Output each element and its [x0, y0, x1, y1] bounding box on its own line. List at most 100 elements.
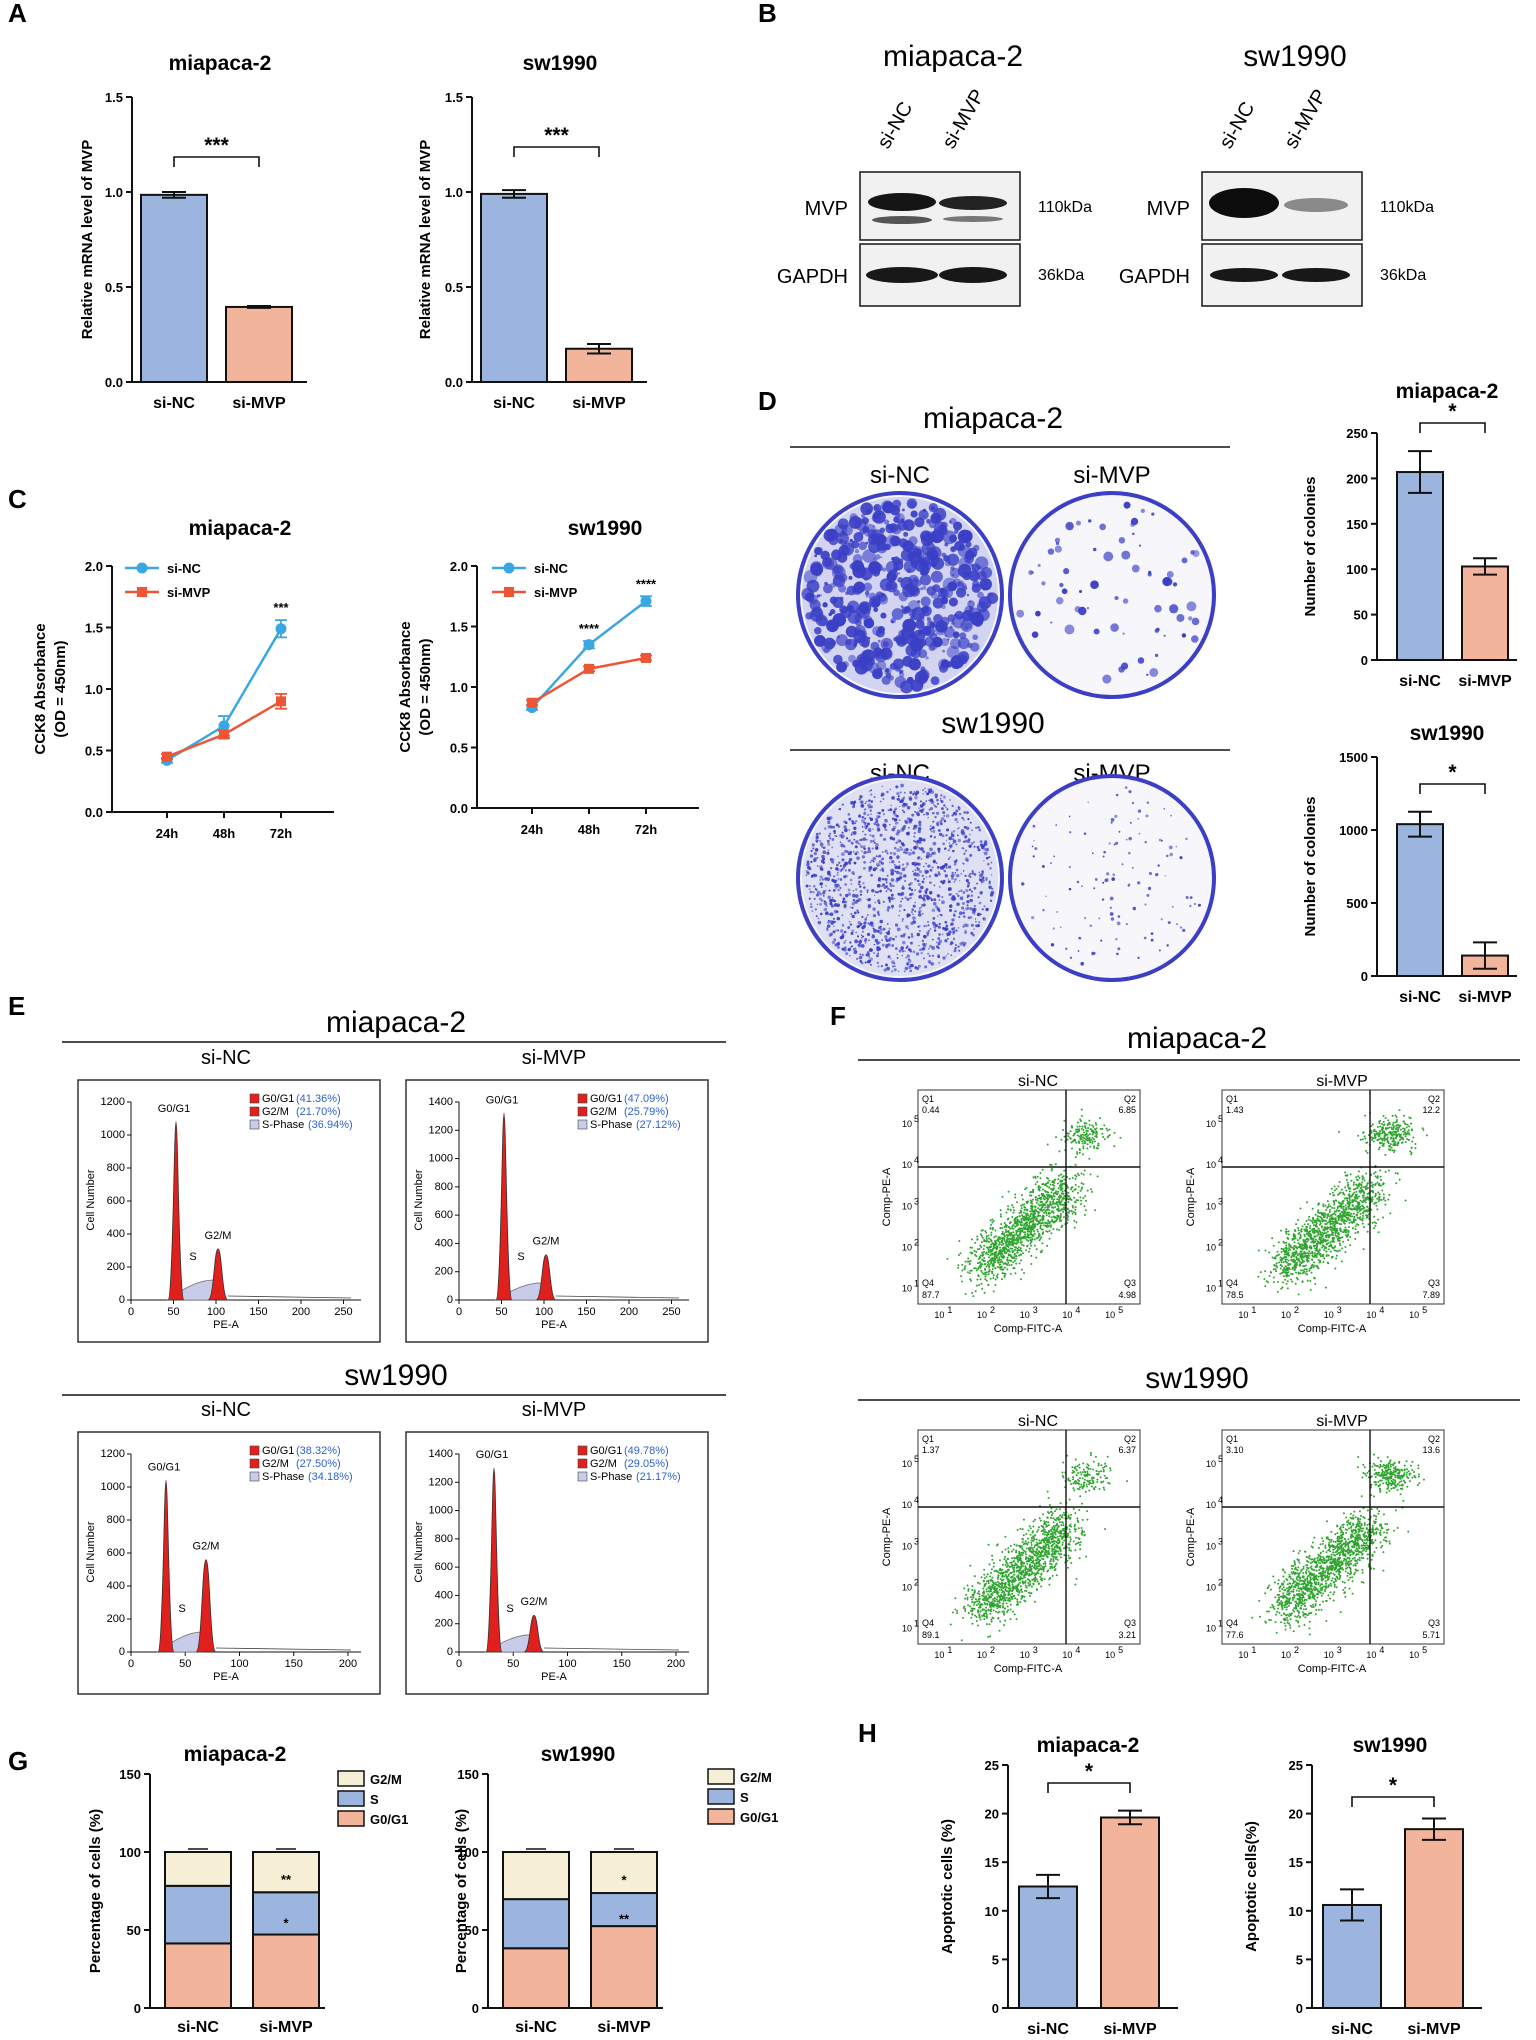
colony	[910, 933, 914, 936]
y-tick-label: 600	[435, 1209, 453, 1221]
colony	[884, 828, 887, 831]
peak-label: G2/M	[205, 1230, 232, 1242]
colony	[823, 827, 827, 830]
colony	[931, 852, 934, 855]
colony	[1137, 809, 1142, 813]
dot	[1322, 1205, 1325, 1208]
colony	[928, 853, 933, 858]
dot	[1074, 1174, 1077, 1177]
colony	[1016, 609, 1025, 618]
colony	[1185, 895, 1189, 900]
dot	[1046, 1181, 1049, 1184]
dot	[1047, 1224, 1050, 1227]
colony	[922, 912, 924, 915]
y-tick-label: 2.0	[85, 559, 103, 574]
x-tick-exp: 5	[1422, 1305, 1427, 1315]
colony	[958, 809, 961, 811]
dot	[1069, 1137, 1072, 1140]
colony	[879, 869, 882, 872]
dot	[1010, 1263, 1013, 1266]
dot	[1014, 1239, 1017, 1242]
colony	[890, 505, 897, 512]
dot	[1039, 1225, 1042, 1228]
dot	[995, 1235, 998, 1238]
colony	[921, 903, 924, 907]
colony	[982, 844, 986, 847]
dot	[1019, 1209, 1022, 1212]
colony	[908, 887, 912, 890]
dot	[999, 1209, 1002, 1212]
colony	[901, 797, 905, 801]
colony	[956, 827, 959, 830]
colony	[879, 879, 882, 882]
dot	[969, 1251, 972, 1254]
dot	[983, 1263, 986, 1266]
dot	[1013, 1256, 1016, 1259]
dot	[1060, 1200, 1063, 1203]
dot	[1026, 1212, 1029, 1215]
dot	[999, 1246, 1002, 1249]
colony	[980, 843, 984, 847]
colony	[831, 896, 834, 899]
colony	[1034, 847, 1038, 851]
colony	[1080, 961, 1085, 966]
colony	[952, 829, 956, 833]
dot	[1359, 1212, 1362, 1215]
colony	[943, 847, 946, 850]
colony	[950, 832, 953, 836]
dot	[1303, 1233, 1306, 1236]
blot-title: miapaca-2	[883, 40, 1023, 73]
y-tick-label: 0	[447, 1646, 453, 1658]
colony	[903, 908, 906, 912]
dot	[1062, 1128, 1065, 1131]
colony	[883, 825, 887, 828]
dot	[975, 1255, 978, 1258]
colony	[856, 850, 859, 854]
dot	[1035, 1248, 1038, 1251]
y-tick-label: 1000	[429, 1505, 453, 1517]
dot	[1354, 1200, 1357, 1203]
colony	[814, 547, 823, 556]
colony	[884, 877, 888, 882]
colony	[894, 865, 899, 870]
colony	[888, 968, 890, 970]
dot	[1314, 1238, 1317, 1241]
x-tick-label: si-NC	[1399, 673, 1441, 690]
colony	[947, 858, 950, 860]
colony	[915, 952, 920, 956]
dot	[1307, 1233, 1310, 1236]
panel-letter-e: E	[8, 991, 25, 1021]
dot	[1355, 1183, 1358, 1186]
dot	[1062, 1175, 1065, 1178]
dot	[1108, 1128, 1111, 1131]
dot	[1022, 1211, 1025, 1214]
dot	[1371, 1196, 1374, 1199]
dot	[1040, 1236, 1043, 1239]
dot	[1063, 1119, 1066, 1122]
colony	[974, 918, 977, 920]
y-tick-label: 400	[107, 1228, 125, 1240]
colony	[873, 505, 879, 511]
colony	[973, 845, 976, 848]
colony	[969, 853, 973, 857]
dot	[1376, 1208, 1379, 1211]
colony	[976, 619, 982, 624]
stack-segment-s	[590, 1892, 658, 1928]
dot	[1106, 1129, 1109, 1132]
dot	[1055, 1228, 1058, 1231]
colony	[1150, 932, 1154, 936]
dot	[1357, 1230, 1360, 1233]
colony	[874, 938, 879, 943]
colony	[1189, 904, 1192, 908]
colony	[872, 828, 874, 831]
dot	[1075, 1199, 1078, 1202]
legend-swatch	[249, 1471, 260, 1482]
colony	[936, 798, 939, 802]
colony	[823, 583, 833, 594]
dot	[1001, 1268, 1004, 1271]
dot	[978, 1261, 981, 1264]
dot	[1052, 1181, 1055, 1184]
dot	[1050, 1191, 1053, 1194]
legend-percentage: (25.79%)	[624, 1106, 669, 1118]
x-axis-label: Comp-FITC-A	[994, 1323, 1063, 1335]
